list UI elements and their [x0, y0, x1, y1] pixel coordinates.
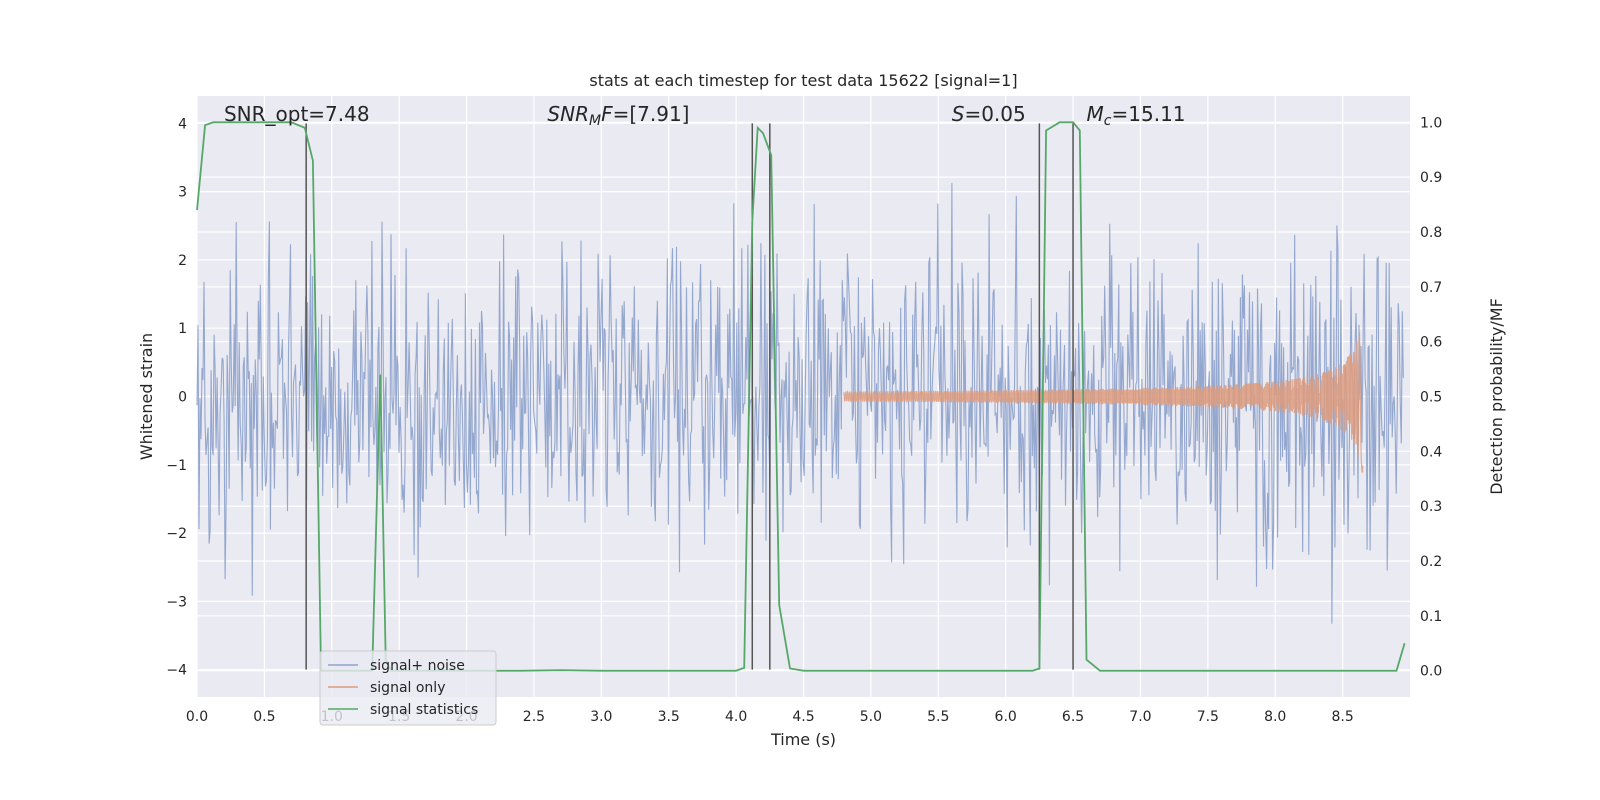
y2-tick-label: 0.7	[1420, 280, 1442, 296]
y-tick-label: −1	[166, 458, 187, 474]
noise-series-line	[196, 182, 1404, 624]
y-tick-label: −3	[166, 594, 187, 610]
y-tick-label: 2	[178, 253, 187, 269]
y2-tick-label: 0.3	[1420, 499, 1442, 515]
noise-series-layer	[196, 182, 1404, 624]
legend-entry-noise: signal+ noise	[370, 658, 465, 674]
x-axis-label: Time (s)	[770, 730, 836, 749]
x-tick-label: 8.0	[1264, 709, 1286, 725]
y-tick-label: −2	[166, 526, 187, 542]
y2-tick-label: 0.8	[1420, 225, 1442, 241]
annotation-text: SNR_opt=7.48	[224, 102, 370, 126]
x-tick-label: 5.5	[927, 709, 949, 725]
y2-tick-label: 0.9	[1420, 170, 1442, 186]
legend-box	[319, 650, 497, 726]
annotation-text: SNRMF=[7.91]	[547, 102, 689, 129]
probability-series-layer	[196, 121, 1406, 672]
y2-tick-label: 0.0	[1420, 664, 1442, 680]
x-tick-label: 0.0	[186, 709, 208, 725]
y2-tick-label: 0.1	[1420, 609, 1442, 625]
x-tick-label: 7.0	[1129, 709, 1151, 725]
x-tick-label: 3.5	[658, 709, 680, 725]
chirp-series-layer	[843, 332, 1364, 474]
y2-tick-label: 0.4	[1420, 444, 1442, 460]
y2-tick-label: 0.6	[1420, 335, 1442, 351]
vline-layer	[305, 123, 1074, 670]
y-tick-label: 4	[178, 116, 187, 132]
x-tick-label: 4.0	[725, 709, 747, 725]
x-tick-label: 8.5	[1331, 709, 1353, 725]
x-tick-label: 5.0	[860, 709, 882, 725]
probability-series-line	[196, 121, 1406, 672]
x-tick-label: 0.5	[253, 709, 275, 725]
y-tick-label: 3	[178, 185, 187, 201]
ticks-layer: 0.00.51.01.52.02.53.03.54.04.55.05.56.06…	[166, 115, 1442, 725]
annotation-layer: SNR_opt=7.48 SNRMF=[7.91] S=0.05 Mc=15.11	[224, 102, 1186, 129]
x-tick-label: 6.5	[1062, 709, 1084, 725]
annotation-text: S=0.05	[952, 102, 1026, 126]
y2-tick-label: 1.0	[1420, 115, 1442, 131]
y-tick-label: 1	[178, 321, 187, 337]
x-tick-label: 3.0	[590, 709, 612, 725]
legend-entry-signal: signal only	[370, 680, 445, 696]
chirp-series-line	[843, 332, 1364, 474]
chart-title: stats at each timestep for test data 156…	[589, 71, 1017, 90]
y2-tick-label: 0.2	[1420, 554, 1442, 570]
x-tick-label: 7.5	[1197, 709, 1219, 725]
x-tick-label: 2.5	[523, 709, 545, 725]
y-tick-label: −4	[166, 663, 187, 679]
x-tick-label: 6.0	[995, 709, 1017, 725]
x-tick-label: 4.5	[792, 709, 814, 725]
legend-entry-statistics: signal statistics	[370, 702, 478, 718]
legend: signal+ noise signal only signal statist…	[319, 650, 497, 726]
y2-axis-label: Detection probability/MF	[1487, 298, 1506, 495]
y2-tick-label: 0.5	[1420, 390, 1442, 406]
y-tick-label: 0	[178, 390, 187, 406]
y-axis-label: Whitened strain	[137, 333, 156, 460]
annotation-text: Mc=15.11	[1087, 102, 1186, 129]
